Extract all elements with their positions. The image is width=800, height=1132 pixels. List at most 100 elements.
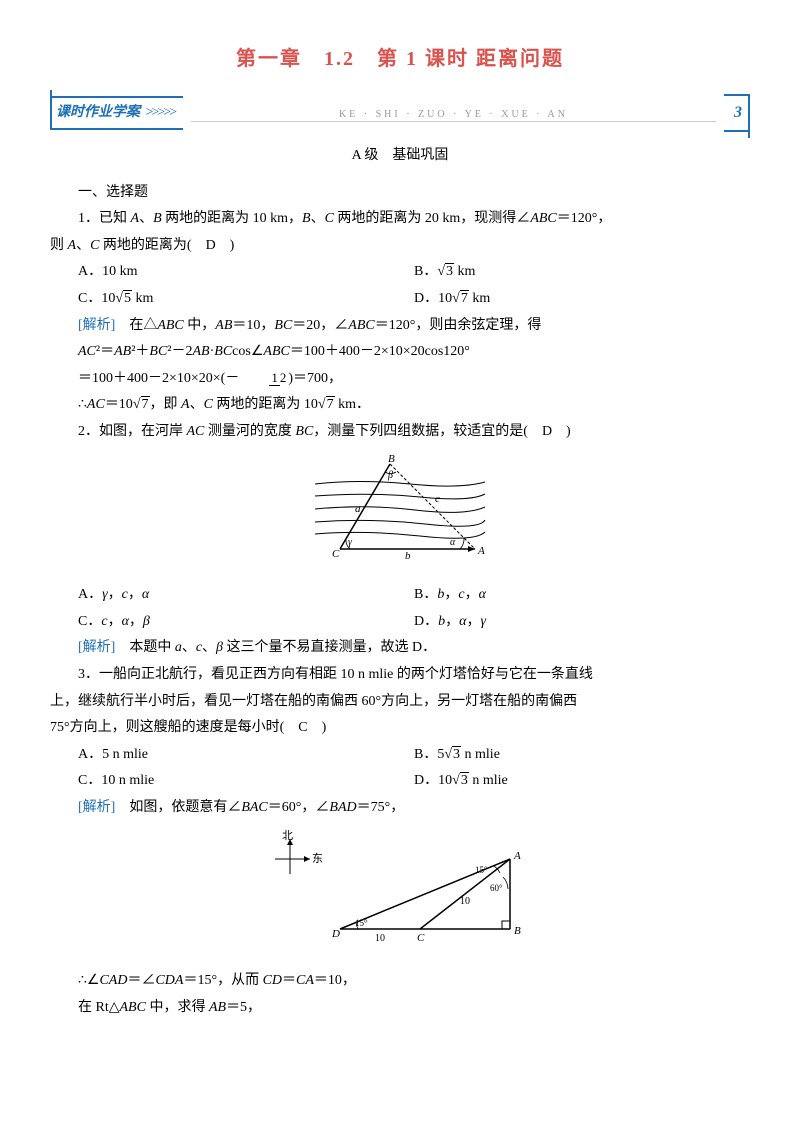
text: ， [445,614,459,629]
analysis-label: [解析] [78,318,115,333]
var: BC [295,424,313,439]
text: ＝10 [105,397,133,412]
q3-analysis1: [解析] 如图，依题意有∠BAC＝60°，∠BAD＝75°， [50,795,750,822]
text: D．10 [414,773,452,788]
text: cos∠ [232,344,263,359]
var: AB [114,344,131,359]
text: ＝20，∠ [292,318,348,333]
frac-num: 1 [269,370,280,386]
var: CAD [99,973,127,988]
var: α [142,587,149,602]
var: γ [480,614,486,629]
q1-analysis3: ＝100＋400－2×10×20×(－12)＝700， [50,366,750,393]
text: 1．已知 [78,211,131,226]
banner-pinyin: KE · SHI · ZUO · YE · XUE · AN [191,105,716,122]
text: ∴∠ [78,973,99,988]
var: BAC [241,800,267,815]
text: ∴ [78,397,87,412]
var: ABC [263,344,289,359]
var: a [175,640,182,655]
text: D． [414,614,438,629]
q2-options-row1: A．γ，c，α B．b，c，α [50,582,750,609]
var: BC [214,344,232,359]
svg-text:α: α [450,537,456,548]
text: ， [465,587,479,602]
q3-analysis3: 在 Rt△ABC 中，求得 AB＝5， [50,995,750,1022]
banner-label: 课时作业学案 [56,105,140,120]
q1-options-row2: C．10√5 km D．10√7 km [50,286,750,313]
var: A [68,238,77,253]
text: 中，求得 [146,1000,209,1015]
q3-stem1: 3．一船向正北航行，看见正西方向有相距 10 n mlie 的两个灯塔恰好与它在… [50,662,750,689]
text: ＝5， [226,1000,261,1015]
sqrt: 7 [326,396,335,412]
q1-analysis2: AC²＝AB²＋BC²－2AB·BCcos∠ABC＝100＋400－2×10×2… [50,339,750,366]
section-heading: 一、选择题 [50,180,750,207]
q2-options-row2: C．c，α，β D．b，α，γ [50,609,750,636]
page-title: 第一章 1.2 第 1 课时 距离问题 [50,40,750,78]
text: 、 [139,211,153,226]
svg-text:C: C [417,932,425,944]
var: CD [263,973,282,988]
text: ＝ [282,973,296,988]
sqrt: 3 [445,263,454,279]
sqrt: 3 [460,772,469,788]
text: D．10 [414,291,452,306]
text: 、 [311,211,325,226]
text: 如图，依题意有∠ [115,800,241,815]
q1-stem2: 则 A、C 两地的距离为( D ) [50,233,750,260]
text: 测量河的宽度 [204,424,295,439]
svg-text:β: β [387,470,393,481]
text: B． [414,264,437,279]
var: A [181,397,190,412]
svg-text:东: 东 [312,852,323,865]
var: C [204,397,213,412]
text: ²＋ [131,344,149,359]
text: ＝100＋400－2×10×20cos120° [290,344,470,359]
text: 两地的距离为 10 [213,397,318,412]
text: ＝100＋400－2×10×20×(－ [78,371,239,386]
var: AB [209,1000,226,1015]
var: AC [187,424,205,439]
text: ， [129,614,143,629]
svg-text:C: C [332,548,340,560]
var: BC [149,344,167,359]
svg-text:10: 10 [375,933,385,944]
level-label: A 级 基础巩固 [50,143,750,170]
var: AC [87,397,105,412]
q1-analysis4: ∴AC＝10√7，即 A、C 两地的距离为 10√7 km． [50,392,750,419]
q1-optA: A．10 km [78,259,414,286]
text: ＝120°， [557,211,612,226]
text: 、 [190,397,204,412]
q1-stem: 1．已知 A、B 两地的距离为 10 km，B、C 两地的距离为 20 km，现… [50,206,750,233]
text: 两地的距离为( D ) [99,238,234,253]
var: B [302,211,311,226]
sqrt: 5 [123,290,132,306]
svg-text:60°: 60° [490,883,503,893]
text: 两地的距离为 20 km，现测得∠ [334,211,530,226]
sqrt: 7 [460,290,469,306]
text: ＝10， [314,973,356,988]
q2-optA: A．γ，c，α [78,582,414,609]
q2-optB: B．b，c，α [414,582,750,609]
text: ， [128,587,142,602]
svg-text:10: 10 [460,896,470,907]
q1-analysis1: [解析] 在△ABC 中，AB＝10，BC＝20，∠ABC＝120°，则由余弦定… [50,313,750,340]
q3-figure: 北 东 A B C D 10 10 60° 15° 15° [50,829,750,960]
var: BC [274,318,292,333]
var: C [325,211,334,226]
q3-optC: C．10 n mlie [78,768,414,795]
text: ， [444,587,458,602]
var: ABC [348,318,374,333]
svg-text:B: B [514,925,521,937]
q2-stem: 2．如图，在河岸 AC 测量河的宽度 BC，测量下列四组数据，较适宜的是( D … [50,419,750,446]
text: ， [108,614,122,629]
var: ABC [120,1000,146,1015]
text: 中， [184,318,216,333]
text: 2．如图，在河岸 [78,424,187,439]
text: 这三个量不易直接测量，故选 D． [223,640,436,655]
text: )＝700， [288,371,342,386]
svg-text:15°: 15° [475,865,488,875]
q1-optC: C．10√5 km [78,286,414,313]
q1-options-row1: A．10 km B．√3 km [50,259,750,286]
